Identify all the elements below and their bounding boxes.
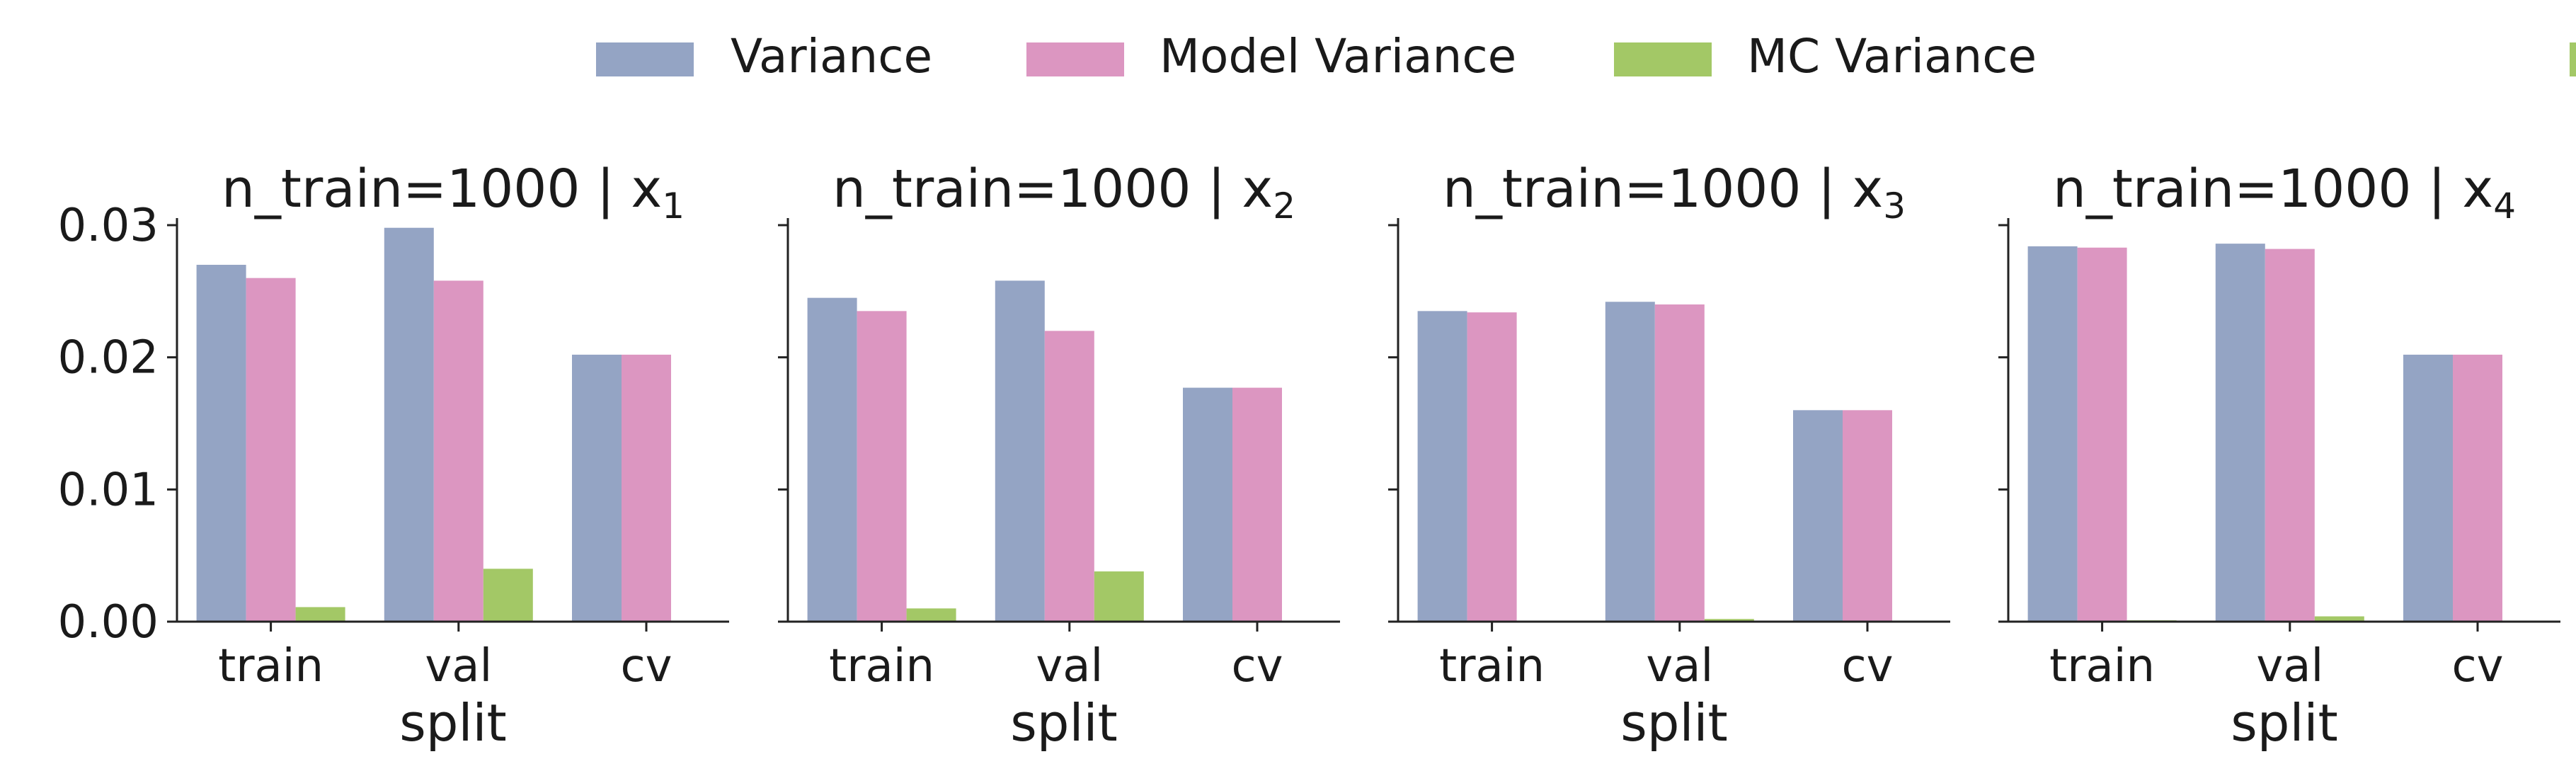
x-axis-label: split <box>1010 693 1117 753</box>
panel-title-subscript: 4 <box>2493 186 2516 227</box>
panel-title-text: n_train=1000 | x <box>1443 159 1883 219</box>
bar-variance-cv <box>1183 387 1232 622</box>
panel-title-subscript: 2 <box>1273 186 1295 227</box>
panel-4: n_train=1000 | x4 train val cv split <box>1998 159 2560 753</box>
x-tick-label: train <box>2049 640 2155 692</box>
x-tick-label: cv <box>2451 640 2503 692</box>
x-tick-label: train <box>1439 640 1545 692</box>
bar-variance-val <box>1605 302 1655 622</box>
bar-mc-variance-val <box>1704 619 1754 622</box>
bar-model-variance-train <box>857 311 907 622</box>
legend-item: Variance <box>596 29 932 84</box>
panel-title: n_train=1000 | x1 <box>222 159 685 227</box>
legend-swatch <box>1614 42 1712 76</box>
bar-model-variance-train <box>246 278 296 622</box>
x-axis-label: split <box>1620 693 1727 753</box>
bar-mc-variance-val <box>1094 571 1144 622</box>
legend-swatch-cropped <box>2570 42 2576 76</box>
bar-variance-cv <box>1793 410 1843 622</box>
panel-title: n_train=1000 | x2 <box>832 159 1295 227</box>
bar-model-variance-val <box>1654 304 1705 622</box>
bar-variance-train <box>807 297 857 622</box>
bar-model-variance-train <box>2077 247 2127 622</box>
legend-swatch <box>1026 42 1124 76</box>
bar-model-variance-cv <box>1843 410 1892 622</box>
panel-title-text: n_train=1000 | x <box>2053 159 2493 219</box>
x-tick-label: cv <box>1231 640 1283 692</box>
bar-variance-cv <box>2403 354 2453 622</box>
bar-variance-train <box>2027 246 2078 622</box>
bar-model-variance-val <box>433 280 483 622</box>
bar-model-variance-train <box>1467 312 1517 622</box>
bar-mc-variance-val <box>483 569 533 622</box>
bar-variance-val <box>995 280 1045 622</box>
x-axis-label: split <box>399 693 506 753</box>
legend-label: Variance <box>731 29 932 84</box>
panel-2: n_train=1000 | x2 train val cv split <box>778 159 1340 753</box>
bar-mc-variance-train <box>906 608 956 622</box>
bar-model-variance-cv <box>1232 387 1282 622</box>
bar-variance-train <box>1417 311 1467 622</box>
x-tick-label: cv <box>620 640 672 692</box>
bar-model-variance-cv <box>2453 354 2502 622</box>
bar-model-variance-cv <box>622 354 671 622</box>
bar-model-variance-val <box>1044 331 1094 622</box>
bar-model-variance-val <box>2265 249 2315 622</box>
bar-mc-variance-train <box>295 607 345 622</box>
legend-item: Model Variance <box>1026 29 1516 84</box>
panel-3: n_train=1000 | x3 train val cv split <box>1388 159 1950 753</box>
x-tick-label: train <box>218 640 324 692</box>
panel-title-subscript: 3 <box>1883 186 1906 227</box>
x-tick-label: val <box>425 640 492 692</box>
x-axis-label: split <box>2231 693 2337 753</box>
panel-title-text: n_train=1000 | x <box>222 159 662 219</box>
bar-mc-variance-val <box>2314 616 2364 622</box>
y-tick-label: 0.02 <box>58 332 159 384</box>
x-tick-label: val <box>2256 640 2323 692</box>
panel-title-subscript: 1 <box>662 186 685 227</box>
legend-item: MC Variance <box>1614 29 2037 84</box>
y-tick-label: 0.00 <box>58 596 159 649</box>
bar-variance-val <box>384 227 434 622</box>
y-tick-label: 0.03 <box>58 200 159 252</box>
legend-label: MC Variance <box>1747 29 2037 84</box>
bar-variance-train <box>196 265 246 622</box>
panel-title: n_train=1000 | x4 <box>2053 159 2516 227</box>
panel-1: n_train=1000 | x1 train val cv 0.00 0.01 0.02 0… <box>58 159 729 753</box>
x-tick-label: val <box>1036 640 1103 692</box>
x-tick-label: val <box>1646 640 1713 692</box>
legend: Variance Model Variance MC Variance <box>596 29 2576 84</box>
x-tick-label: cv <box>1841 640 1893 692</box>
legend-label: Model Variance <box>1160 29 1516 84</box>
legend-swatch <box>596 42 694 76</box>
bar-variance-cv <box>572 354 622 622</box>
x-tick-label: train <box>829 640 934 692</box>
panel-title: n_train=1000 | x3 <box>1443 159 1906 227</box>
bar-variance-val <box>2215 244 2265 622</box>
y-tick-label: 0.01 <box>58 464 159 516</box>
panel-title-text: n_train=1000 | x <box>832 159 1273 219</box>
